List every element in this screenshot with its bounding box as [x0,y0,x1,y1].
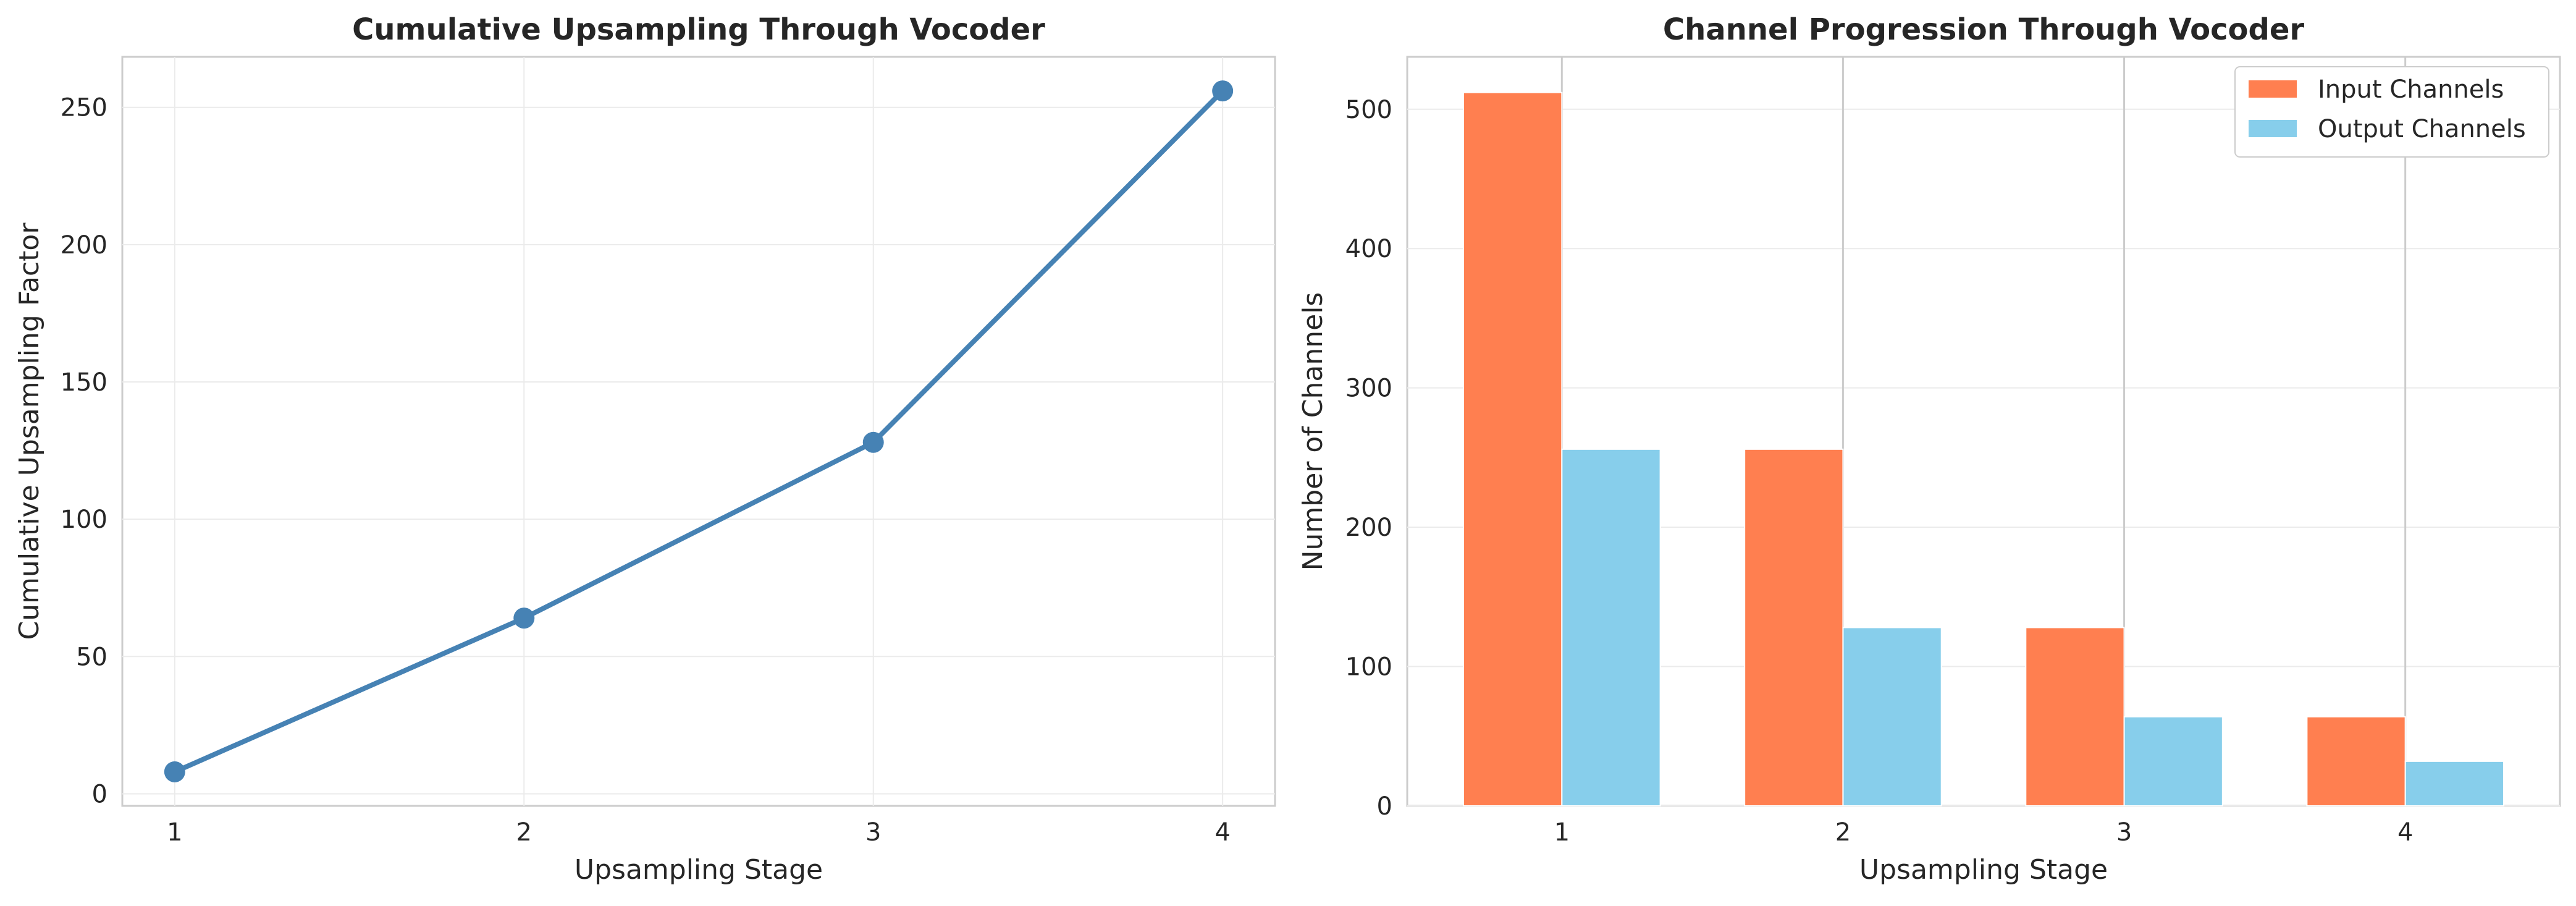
chart-title: Channel Progression Through Vocoder [1663,12,2305,47]
output-channels-bar [2123,716,2223,807]
series-line [174,89,1225,774]
y-axis-label: Cumulative Upsampling Factor [14,222,45,640]
x-tick-label: 2 [516,818,532,847]
x-tick-label: 3 [865,818,881,847]
bar-series [1463,91,2504,807]
plot-area [121,56,1276,807]
upsampling-line-chart: 1 2 3 4 0 50 100 150 200 250 Cumulative Upsamplin… [14,12,1276,886]
input-channels-bar [1463,91,1563,807]
y-tick-label: 300 [1345,375,1392,403]
x-axis-label: Upsampling Stage [1859,854,2108,886]
legend-swatch-input [2249,80,2297,98]
x-tick-label: 4 [1214,818,1230,847]
data-point [1212,80,1234,102]
tick-labels: 0 100 200 300 400 500 1 2 3 4 [1345,96,2414,847]
input-channels-bar [2025,627,2125,807]
line-series [164,80,1234,782]
y-tick-label: 250 [61,94,107,122]
output-channels-bar [1842,627,1942,807]
data-point [862,431,884,453]
y-tick-label: 200 [61,231,107,260]
y-axis-label: Number of Channels [1297,292,1329,571]
x-axis-label: Upsampling Stage [575,854,823,886]
chart-title: Cumulative Upsampling Through Vocoder [352,12,1045,47]
y-tick-label: 200 [1345,514,1392,542]
y-tick-label: 100 [61,506,107,534]
y-tick-label: 50 [76,643,107,671]
y-tick-label: 150 [61,368,107,397]
data-point [164,761,185,782]
y-tick-label: 500 [1345,96,1392,124]
y-tick-label: 400 [1345,235,1392,263]
channel-bar-chart: 0 100 200 300 400 500 1 2 3 4 Channel Progression… [1297,12,2561,886]
output-channels-bar [1561,448,1661,807]
x-tick-label: 3 [2116,818,2132,847]
y-tick-label: 0 [92,780,107,808]
legend-swatch-output [2249,120,2297,137]
legend-label-output: Output Channels [2318,115,2526,143]
input-channels-bar [2306,716,2406,807]
legend-box [2234,66,2549,158]
y-tick-label: 100 [1345,653,1392,682]
x-tick-label: 4 [2397,818,2413,847]
x-tick-label: 1 [167,818,182,847]
legend: Input Channels Output Channels [2234,66,2549,158]
grid [122,57,1275,806]
x-tick-label: 2 [1835,818,1851,847]
tick-labels: 1 2 3 4 0 50 100 150 200 250 [61,94,1231,847]
input-channels-bar [1744,448,1844,807]
legend-label-input: Input Channels [2318,75,2504,104]
output-channels-bar [2404,760,2504,807]
y-tick-label: 0 [1377,792,1392,821]
x-tick-label: 1 [1554,818,1570,847]
data-point [513,608,535,629]
